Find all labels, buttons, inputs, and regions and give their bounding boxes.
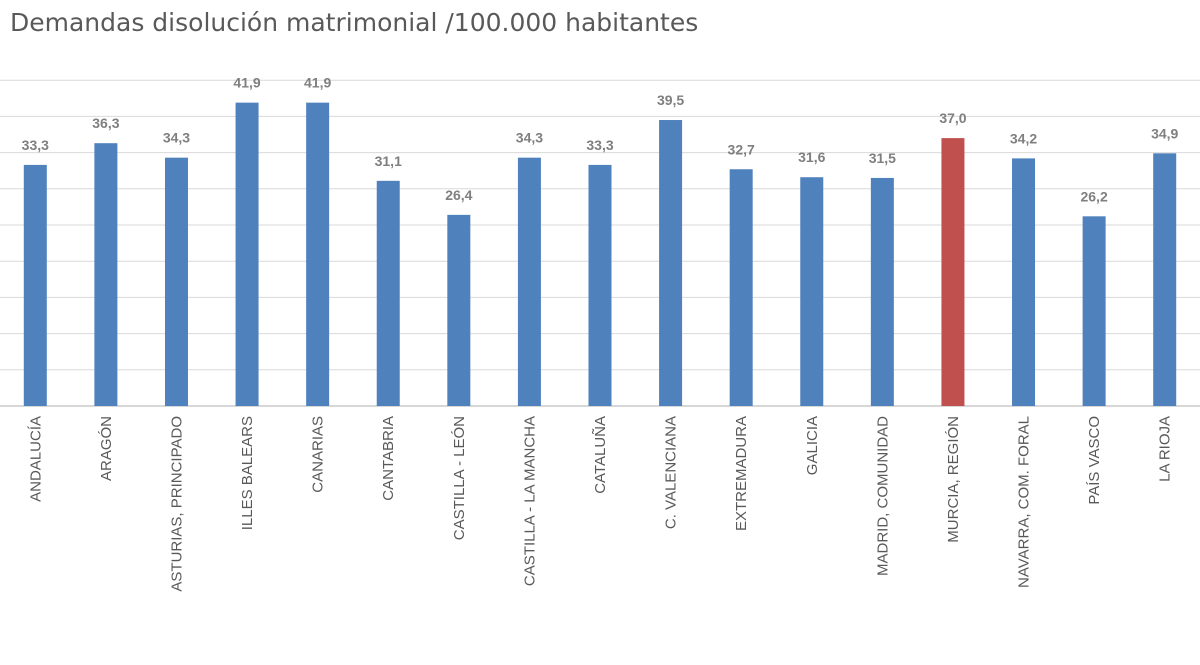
x-tick-label: ILLES BALEARS: [239, 416, 256, 530]
data-label: 31,6: [798, 149, 825, 165]
data-label: 33,3: [586, 137, 613, 153]
x-tick-label: CASTILLA - LEÓN: [451, 416, 468, 540]
bars: [23, 102, 1177, 407]
data-label: 26,4: [445, 187, 472, 203]
data-label: 34,3: [163, 130, 190, 146]
bar: [447, 214, 471, 406]
bar: [941, 138, 965, 406]
data-label: 31,5: [869, 150, 896, 166]
x-tick-label: LA RIOJA: [1157, 416, 1174, 482]
bar: [517, 157, 541, 406]
x-tick-label: GALICIA: [804, 416, 821, 475]
bar: [164, 157, 188, 406]
bar: [588, 164, 612, 406]
x-tick-label: ANDALUCÍA: [27, 416, 44, 502]
x-tick-label: ARAGÓN: [98, 416, 115, 481]
x-tick-label: EXTREMADURA: [733, 416, 750, 531]
bar: [659, 120, 683, 407]
data-label: 39,5: [657, 92, 684, 108]
bar: [235, 102, 259, 407]
data-label: 26,2: [1080, 188, 1107, 204]
data-label: 32,7: [728, 141, 755, 157]
bar: [306, 102, 330, 407]
x-tick-labels: ANDALUCÍA ARAGÓN ASTURIAS, PRINCIPADO ILLES…: [27, 416, 1173, 592]
x-tick-label: CASTILLA - LA MANCHA: [521, 416, 538, 586]
bar: [800, 177, 824, 406]
data-label: 34,9: [1151, 125, 1178, 141]
data-label: 31,1: [375, 153, 402, 169]
bar: [1012, 158, 1036, 406]
bar: [729, 169, 753, 406]
x-tick-label: CANTABRIA: [380, 416, 397, 501]
data-label: 41,9: [304, 75, 331, 91]
bar: [23, 164, 47, 406]
data-labels: 33,3 36,3 34,3 41,9 41,9 31,1 26,4 34,3 33,3 39,5…: [22, 75, 1179, 205]
data-label: 34,3: [516, 130, 543, 146]
x-tick-label: CANARIAS: [310, 416, 327, 493]
x-tick-label: PAÍS VASCO: [1086, 416, 1103, 505]
bar: [1153, 153, 1177, 406]
data-label: 33,3: [22, 137, 49, 153]
bar: [870, 177, 894, 406]
data-label: 36,3: [92, 115, 119, 131]
data-label: 34,2: [1010, 130, 1037, 146]
data-label: 37,0: [939, 110, 966, 126]
data-label: 41,9: [233, 75, 260, 91]
bar: [376, 180, 400, 406]
x-tick-label: CATALUÑA: [592, 416, 609, 494]
x-tick-label: MADRID, COMUNIDAD: [874, 416, 891, 576]
chart-title: Demandas disolución matrimonial /100.000…: [10, 8, 699, 37]
x-tick-label: C. VALENCIANA: [663, 416, 680, 529]
bar: [1082, 216, 1106, 406]
bar: [94, 143, 118, 407]
x-tick-label: NAVARRA, COM. FORAL: [1016, 416, 1033, 588]
x-tick-label: MURCIA, REGIÓN: [945, 416, 962, 543]
x-tick-label: ASTURIAS, PRINCIPADO: [168, 416, 185, 592]
